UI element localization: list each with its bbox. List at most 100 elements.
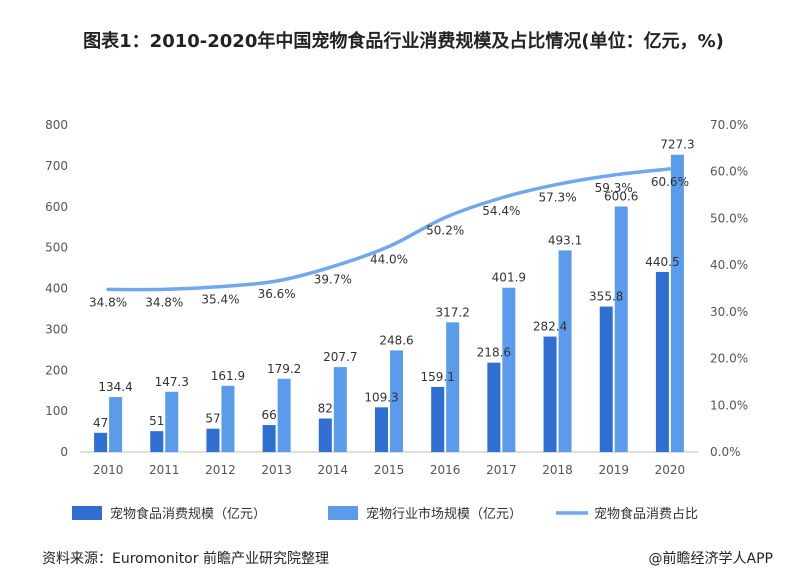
source-note: 资料来源：Euromonitor 前瞻产业研究院整理 bbox=[42, 551, 329, 567]
legend-food-consumption: 宠物食品消费规模（亿元） bbox=[72, 506, 266, 522]
y-left-tick-label: 300 bbox=[45, 322, 68, 336]
bar-industry-market bbox=[446, 322, 460, 452]
bar-industry-market bbox=[277, 378, 291, 452]
y-left-tick-label: 600 bbox=[45, 200, 68, 214]
x-tick-label: 2018 bbox=[542, 463, 573, 477]
chart-legend: 宠物食品消费规模（亿元） 宠物行业市场规模（亿元） 宠物食品消费占比 bbox=[72, 506, 698, 522]
legend-food-consumption-swatch bbox=[72, 506, 102, 520]
bar-industry-market bbox=[165, 391, 179, 452]
bar-industry-market-label: 317.2 bbox=[436, 305, 470, 319]
y-left-tick-label: 100 bbox=[45, 404, 68, 418]
line-food-share-label: 34.8% bbox=[89, 295, 127, 309]
line-food-share-label: 57.3% bbox=[538, 190, 576, 204]
y-left-tick-label: 800 bbox=[45, 118, 68, 132]
y-right-tick-label: 50.0% bbox=[710, 211, 748, 225]
bar-industry-market bbox=[558, 250, 572, 452]
bar-industry-market-label: 147.3 bbox=[155, 375, 189, 389]
x-tick-label: 2019 bbox=[598, 463, 629, 477]
x-tick-label: 2017 bbox=[486, 463, 517, 477]
bar-food-consumption-label: 440.5 bbox=[645, 255, 679, 269]
x-tick-label: 2011 bbox=[149, 463, 180, 477]
bar-industry-market-label: 493.1 bbox=[548, 233, 582, 247]
x-tick-label: 2016 bbox=[430, 463, 461, 477]
x-tick-label: 2013 bbox=[261, 463, 292, 477]
legend-food-share-label: 宠物食品消费占比 bbox=[594, 506, 698, 522]
bar-food-consumption-label: 282.4 bbox=[533, 320, 567, 334]
bar-food-consumption-label: 355.8 bbox=[589, 290, 623, 304]
bar-industry-market bbox=[390, 350, 403, 452]
chart-axes: 0 100 200 300 400 500 600 700 800 0.0% 10.0% 20.0% 3… bbox=[45, 118, 748, 477]
y-left-tick-label: 500 bbox=[45, 241, 68, 255]
line-food-share-label: 44.0% bbox=[370, 252, 408, 266]
line-food-share-label: 35.4% bbox=[201, 293, 239, 307]
x-tick-label: 2010 bbox=[93, 463, 124, 477]
line-food-share-label: 39.7% bbox=[314, 273, 352, 287]
y-right-tick-label: 30.0% bbox=[710, 305, 748, 319]
legend-industry-market-label: 宠物行业市场规模（亿元） bbox=[366, 506, 522, 522]
y-left-tick-label: 700 bbox=[45, 159, 68, 173]
x-tick-label: 2012 bbox=[205, 463, 236, 477]
line-food-share-label: 50.2% bbox=[426, 223, 464, 237]
bar-food-consumption bbox=[431, 386, 445, 452]
y-left-tick-label: 200 bbox=[45, 363, 68, 377]
chart-line bbox=[106, 167, 672, 292]
bar-food-consumption-label: 159.1 bbox=[421, 370, 455, 384]
y-left-tick-label: 400 bbox=[45, 282, 68, 296]
x-tick-label: 2014 bbox=[318, 463, 349, 477]
bar-food-consumption-label: 82 bbox=[318, 401, 333, 415]
bar-industry-market bbox=[333, 367, 347, 452]
brand-credit: @前瞻经济学人APP bbox=[648, 551, 773, 567]
line-food-share-label: 60.6% bbox=[651, 175, 689, 189]
bar-food-consumption-label: 109.3 bbox=[364, 390, 398, 404]
legend-food-consumption-label: 宠物食品消费规模（亿元） bbox=[110, 506, 266, 522]
bar-food-consumption bbox=[487, 362, 501, 452]
bar-industry-market bbox=[109, 397, 123, 452]
bar-food-consumption bbox=[318, 418, 332, 452]
bar-industry-market-label: 179.2 bbox=[267, 362, 301, 376]
x-tick-label: 2015 bbox=[374, 463, 405, 477]
bar-food-consumption bbox=[94, 432, 108, 452]
bar-food-consumption bbox=[206, 428, 220, 452]
line-food-share-label: 36.6% bbox=[258, 287, 296, 301]
bar-industry-market-label: 401.9 bbox=[492, 271, 526, 285]
bar-industry-market bbox=[221, 385, 235, 452]
bar-industry-market-label: 134.4 bbox=[98, 380, 132, 394]
bar-food-consumption-label: 51 bbox=[149, 414, 164, 428]
line-food-share-label: 59.3% bbox=[595, 181, 633, 195]
y-right-tick-label: 0.0% bbox=[710, 445, 741, 459]
legend-industry-market: 宠物行业市场规模（亿元） bbox=[328, 506, 522, 522]
bar-food-consumption-label: 218.6 bbox=[477, 346, 511, 360]
y-right-tick-label: 20.0% bbox=[710, 352, 748, 366]
y-right-tick-label: 60.0% bbox=[710, 165, 748, 179]
line-food-share-label: 34.8% bbox=[145, 295, 183, 309]
chart-bars bbox=[94, 154, 684, 452]
bar-food-consumption bbox=[150, 431, 164, 452]
y-left-tick-label: 0 bbox=[60, 445, 68, 459]
bar-industry-market bbox=[614, 206, 628, 452]
bar-industry-market-label: 161.9 bbox=[211, 369, 245, 383]
chart-title: 图表1：2010-2020年中国宠物食品行业消费规模及占比情况(单位：亿元，%) bbox=[83, 31, 724, 52]
bar-industry-market-label: 600.6 bbox=[604, 190, 638, 204]
bar-food-consumption-label: 47 bbox=[93, 416, 108, 430]
bar-food-consumption bbox=[655, 271, 669, 452]
bar-food-consumption bbox=[543, 336, 557, 452]
y-right-tick-label: 70.0% bbox=[710, 118, 748, 132]
line-food-share-label: 54.4% bbox=[482, 204, 520, 218]
bar-industry-market bbox=[670, 154, 684, 452]
y-right-tick-label: 10.0% bbox=[710, 398, 748, 412]
bar-food-consumption bbox=[599, 306, 613, 452]
legend-food-share: 宠物食品消费占比 bbox=[556, 506, 698, 522]
chart-labels: 47 134.4 51 147.3 57 161.9 66 179.2 82 207.7 109.3… bbox=[89, 138, 695, 430]
bar-industry-market-label: 207.7 bbox=[323, 350, 357, 364]
bar-industry-market-label: 248.6 bbox=[379, 333, 413, 347]
bar-industry-market-label: 727.3 bbox=[660, 138, 694, 152]
bar-food-consumption-label: 66 bbox=[261, 408, 276, 422]
bar-food-consumption-label: 57 bbox=[205, 412, 220, 426]
line-food-share bbox=[106, 167, 672, 292]
bar-food-consumption bbox=[375, 407, 388, 452]
bar-industry-market bbox=[502, 287, 516, 452]
bar-food-consumption bbox=[262, 425, 276, 452]
legend-industry-market-swatch bbox=[328, 506, 358, 520]
y-right-tick-label: 40.0% bbox=[710, 258, 748, 272]
